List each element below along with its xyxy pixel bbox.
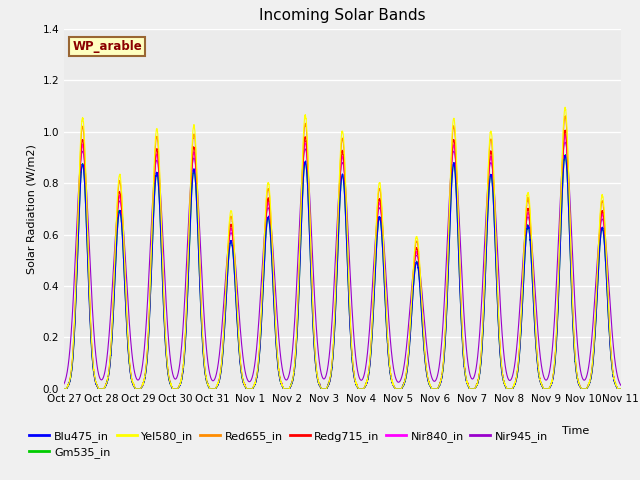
Title: Incoming Solar Bands: Incoming Solar Bands <box>259 9 426 24</box>
Nir840_in <box>617 386 625 392</box>
Gm535_in <box>322 386 330 392</box>
Yel580_in <box>561 104 569 110</box>
Line: Nir840_in: Nir840_in <box>64 134 621 389</box>
Gm535_in <box>616 386 624 392</box>
Redg715_in <box>322 386 330 392</box>
Yel580_in <box>467 386 475 392</box>
Legend: Blu475_in, Gm535_in, Yel580_in, Red655_in, Redg715_in, Nir840_in, Nir945_in: Blu475_in, Gm535_in, Yel580_in, Red655_i… <box>25 426 552 462</box>
Blu475_in <box>561 153 569 158</box>
Nir945_in <box>436 354 444 360</box>
Blu475_in <box>499 374 506 380</box>
Redg715_in <box>160 308 168 313</box>
Nir840_in <box>322 386 330 392</box>
Yel580_in <box>616 386 624 392</box>
Nir840_in <box>616 386 624 392</box>
Line: Nir945_in: Nir945_in <box>64 142 621 385</box>
Blu475_in <box>616 386 624 392</box>
Nir945_in <box>467 375 475 381</box>
Gm535_in <box>562 152 570 158</box>
Blu475_in <box>160 315 168 321</box>
Line: Redg715_in: Redg715_in <box>64 130 621 389</box>
Line: Red655_in: Red655_in <box>64 116 621 389</box>
Redg715_in <box>60 386 68 392</box>
Nir840_in <box>561 132 569 137</box>
Gm535_in <box>60 386 68 392</box>
Redg715_in <box>617 386 625 392</box>
Red655_in <box>617 386 625 392</box>
Blu475_in <box>617 386 625 392</box>
Red655_in <box>616 386 624 392</box>
Gm535_in <box>499 375 506 381</box>
Blu475_in <box>322 386 330 392</box>
Yel580_in <box>322 386 330 392</box>
Line: Blu475_in: Blu475_in <box>64 156 621 389</box>
Nir945_in <box>561 139 569 145</box>
Blu475_in <box>467 386 475 392</box>
Text: WP_arable: WP_arable <box>72 40 142 53</box>
Blu475_in <box>436 381 444 386</box>
Nir945_in <box>322 374 330 380</box>
Gm535_in <box>467 386 475 392</box>
Red655_in <box>60 386 68 392</box>
Nir840_in <box>160 310 168 315</box>
Blu475_in <box>60 386 68 392</box>
Nir840_in <box>436 381 444 386</box>
Red655_in <box>467 386 475 392</box>
Red655_in <box>436 381 444 386</box>
Y-axis label: Solar Radiation (W/m2): Solar Radiation (W/m2) <box>27 144 37 274</box>
Nir945_in <box>499 338 506 344</box>
Text: Time: Time <box>561 426 589 436</box>
Gm535_in <box>160 315 168 321</box>
Nir840_in <box>499 374 506 380</box>
Red655_in <box>561 113 569 119</box>
Redg715_in <box>499 372 506 378</box>
Redg715_in <box>467 386 475 392</box>
Yel580_in <box>617 386 625 392</box>
Redg715_in <box>436 380 444 386</box>
Red655_in <box>160 304 168 310</box>
Yel580_in <box>499 372 506 378</box>
Red655_in <box>499 373 506 379</box>
Nir945_in <box>160 259 168 264</box>
Line: Yel580_in: Yel580_in <box>64 107 621 389</box>
Nir945_in <box>616 381 624 387</box>
Line: Gm535_in: Gm535_in <box>64 155 621 389</box>
Gm535_in <box>617 386 625 392</box>
Yel580_in <box>436 379 444 385</box>
Nir945_in <box>60 381 68 387</box>
Gm535_in <box>436 381 444 386</box>
Redg715_in <box>616 386 624 392</box>
Yel580_in <box>160 300 168 306</box>
Nir945_in <box>617 383 625 388</box>
Yel580_in <box>60 386 68 392</box>
Nir840_in <box>60 386 68 392</box>
Red655_in <box>322 386 330 392</box>
Nir840_in <box>467 386 475 392</box>
Redg715_in <box>561 127 569 133</box>
